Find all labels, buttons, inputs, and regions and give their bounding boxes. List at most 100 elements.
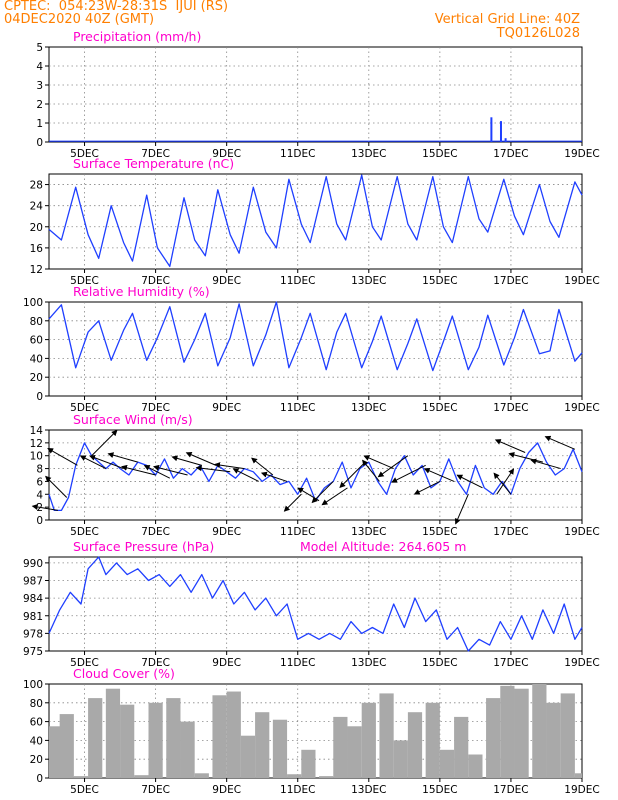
- header-grid-note: Vertical Grid Line: 40Z: [434, 12, 580, 27]
- pressure-ytick-label: 990: [23, 558, 43, 570]
- wind-xtick-label: 9DEC: [212, 526, 241, 538]
- wind-vector: [47, 448, 78, 466]
- cloud-cover-bar: [272, 719, 288, 778]
- wind-ytick-label: 2: [36, 502, 43, 514]
- pressure-xtick-label: 13DEC: [351, 657, 386, 669]
- wind-title: Surface Wind (m/s): [73, 412, 193, 427]
- wind-ytick-label: 6: [36, 476, 43, 488]
- temperature-xtick-label: 13DEC: [351, 275, 386, 287]
- wind-vector: [153, 464, 188, 476]
- wind-ytick-label: 10: [30, 451, 43, 463]
- wind-vector: [79, 455, 107, 470]
- wind-ytick-label: 4: [36, 489, 43, 501]
- wind-vector: [89, 454, 124, 470]
- cloud-cover-bar: [407, 712, 423, 778]
- wind-xtick-label: 15DEC: [422, 526, 457, 538]
- wind-vector: [214, 462, 245, 470]
- temperature-ytick-label: 16: [30, 243, 44, 255]
- humidity-xtick-label: 7DEC: [141, 402, 170, 414]
- humidity-title: Relative Humidity (%): [73, 284, 210, 299]
- cloud-cover-bar: [148, 702, 163, 778]
- cloud-cover-bar: [166, 698, 181, 778]
- pressure-title: Surface Pressure (hPa): [73, 539, 214, 554]
- cloud-cover-ytick-label: 20: [30, 754, 43, 766]
- precipitation-xtick-label: 19DEC: [564, 148, 599, 160]
- wind-vector: [31, 504, 58, 511]
- wind-xtick-label: 5DEC: [70, 526, 99, 538]
- wind-vector: [251, 457, 274, 476]
- wind-vector: [339, 461, 366, 489]
- wind-vector: [321, 487, 348, 506]
- humidity-ytick-label: 80: [30, 316, 43, 328]
- wind-vector: [544, 435, 576, 450]
- humidity-xtick-label: 5DEC: [70, 402, 99, 414]
- wind-vector: [454, 494, 469, 525]
- panel-temperature: 12 16 20 24 28 5DEC 7DEC 9DEC 11DEC 13DEC 15DEC 17D…: [30, 156, 600, 287]
- header-date: 04DEC2020 40Z (GMT): [4, 12, 155, 27]
- cloud-cover-ytick-label: 100: [23, 679, 43, 691]
- pressure-ytick-label: 987: [23, 576, 43, 588]
- wind-vector: [91, 429, 118, 457]
- cloud-cover-xtick-label: 5DEC: [70, 784, 99, 796]
- header-code: TQ0126L028: [496, 26, 580, 41]
- pressure-frame: [48, 556, 583, 652]
- humidity-xtick-label: 9DEC: [212, 402, 241, 414]
- cloud-cover-bar: [425, 702, 440, 778]
- wind-xtick-label: 13DEC: [351, 526, 386, 538]
- wind-vector: [107, 452, 138, 463]
- header-station: CPTEC: 054:23W-28:31S IJUI (RS): [4, 0, 229, 14]
- wind-frame: [48, 429, 583, 521]
- pressure-xtick-label: 15DEC: [422, 657, 457, 669]
- wind-vector: [377, 455, 409, 478]
- temperature-ytick-label: 12: [30, 264, 43, 276]
- wind-vector: [121, 464, 156, 476]
- wind-vector: [494, 439, 526, 453]
- cloud-cover-bar: [546, 702, 561, 778]
- temperature-ytick-label: 20: [30, 222, 43, 234]
- wind-ytick-label: 14: [30, 425, 44, 437]
- precipitation-title: Precipitation (mm/h): [73, 29, 201, 44]
- cloud-cover-bar: [240, 735, 256, 778]
- humidity-xtick-label: 17DEC: [493, 402, 528, 414]
- cloud-cover-ytick-label: 40: [30, 735, 43, 747]
- wind-vector: [363, 455, 394, 470]
- precipitation-ytick-label: 2: [36, 99, 43, 111]
- wind-vector: [232, 468, 259, 482]
- cloud-cover-bar: [73, 776, 89, 778]
- precipitation-xtick-label: 5DEC: [70, 148, 99, 160]
- wind-xtick-label: 17DEC: [493, 526, 528, 538]
- precipitation-xtick-label: 15DEC: [422, 148, 457, 160]
- cloud-cover-xtick-label: 15DEC: [422, 784, 457, 796]
- wind-series-line: [48, 442, 583, 512]
- pressure-xtick-label: 11DEC: [280, 657, 315, 669]
- temperature-xtick-label: 9DEC: [212, 275, 241, 287]
- cloud-cover-bar: [180, 721, 195, 778]
- wind-xtick-label: 11DEC: [280, 526, 315, 538]
- wind-xtick-label: 7DEC: [141, 526, 170, 538]
- cloud-cover-bar: [560, 693, 575, 778]
- cloud-cover-xtick-label: 19DEC: [564, 784, 599, 796]
- wind-vector: [45, 475, 68, 498]
- temperature-xtick-label: 11DEC: [280, 275, 315, 287]
- wind-vector: [493, 472, 512, 495]
- wind-vector: [311, 481, 334, 504]
- temperature-ytick-label: 28: [30, 180, 43, 192]
- wind-vector: [195, 465, 231, 473]
- cloud-cover-bar: [226, 691, 241, 778]
- precipitation-bar: [504, 138, 507, 142]
- humidity-series-line: [48, 301, 583, 372]
- temperature-frame: [48, 173, 583, 270]
- precipitation-frame: [48, 46, 583, 143]
- cloud-cover-bar: [439, 749, 455, 778]
- precipitation-xtick-label: 7DEC: [141, 148, 170, 160]
- humidity-frame: [48, 301, 583, 397]
- cloud-cover-title: Cloud Cover (%): [73, 666, 175, 681]
- wind-vector: [260, 471, 288, 482]
- cloud-cover-bar: [347, 726, 362, 778]
- pressure-xtick-label: 9DEC: [212, 657, 241, 669]
- temperature-xtick-label: 19DEC: [564, 275, 599, 287]
- temperature-xtick-label: 7DEC: [141, 275, 170, 287]
- panel-humidity: 0 20 40 60 80 100 5DEC 7DEC 9DEC 11DEC 13DEC 15DEC 1…: [23, 284, 600, 414]
- cloud-cover-ytick-label: 60: [30, 717, 43, 729]
- precipitation-bar: [499, 121, 502, 142]
